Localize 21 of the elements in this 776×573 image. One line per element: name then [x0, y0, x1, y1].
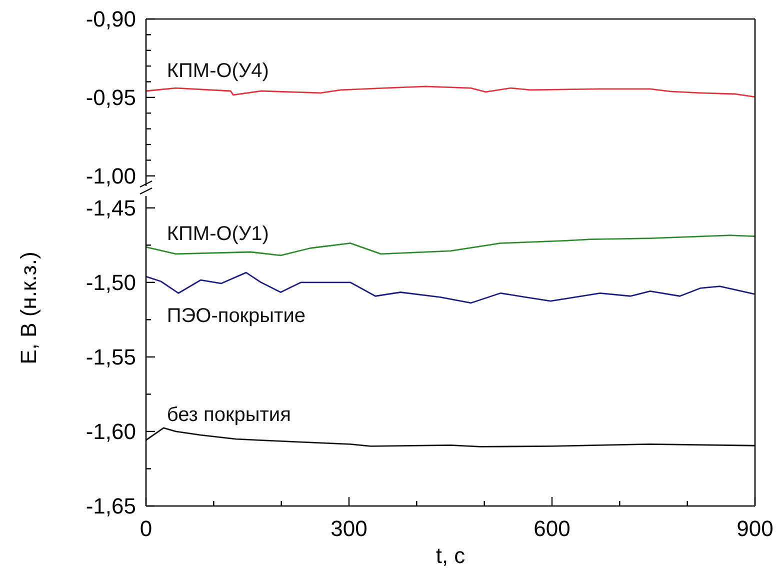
x-axis-title: t, c: [436, 543, 466, 568]
y-axis-title: E, B (н.к.з.): [16, 252, 41, 364]
series-label: КПМ-О(У4): [166, 60, 269, 82]
y-tick-label: -0,95: [86, 85, 136, 110]
line-series: [145, 427, 756, 448]
y-tick-label: -1,60: [86, 419, 136, 444]
y-tick-label: -0,90: [86, 6, 136, 32]
x-tick-label: 300: [330, 516, 368, 541]
y-tick-label: -1,55: [86, 344, 136, 370]
y-tick-label: -1,65: [86, 494, 136, 519]
x-tick-label: 900: [736, 516, 774, 541]
series-label: КПМ-О(У1): [166, 222, 269, 245]
line-series: [145, 86, 756, 98]
series-label: без покрытия: [166, 404, 291, 426]
y-tick-label: -1,00: [86, 164, 136, 189]
x-tick-label: 600: [534, 516, 570, 541]
y-tick-label: -1,45: [86, 196, 136, 221]
y-tick-label: -1,50: [86, 270, 136, 296]
line-series: [145, 272, 756, 304]
series-label: ПЭО-покрытие: [166, 305, 306, 328]
x-tick-label: 0: [140, 516, 152, 541]
